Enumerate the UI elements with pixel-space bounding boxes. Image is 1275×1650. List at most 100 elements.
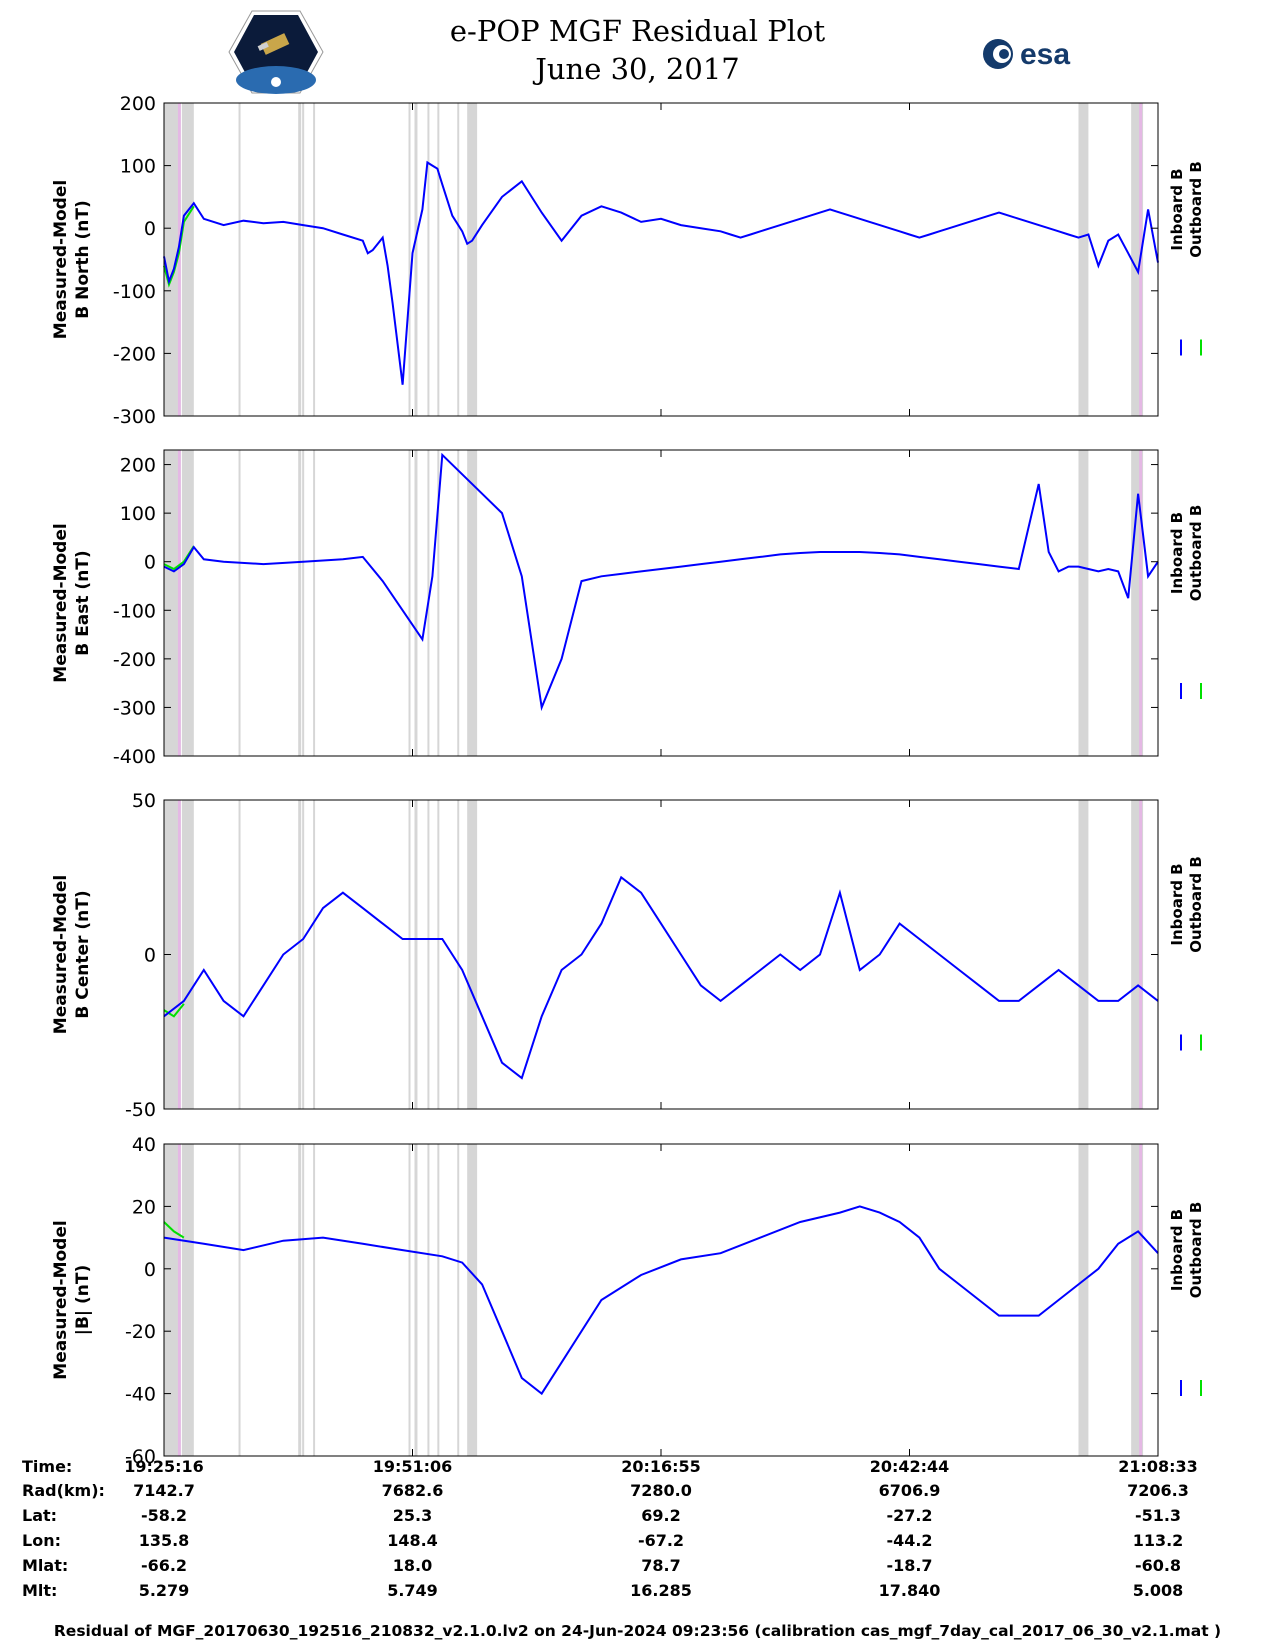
y-tick-label: 0 xyxy=(144,945,156,967)
y-tick-label: -300 xyxy=(113,697,156,719)
shade-band xyxy=(467,1144,478,1456)
table-cell: -58.2 xyxy=(141,1506,187,1525)
shade-band-pink xyxy=(177,450,181,756)
shade-band xyxy=(427,103,430,416)
shade-band-pink xyxy=(1139,450,1143,756)
y-tick-label: 100 xyxy=(120,156,156,178)
y-axis-label: Measured-Model |B| (nT) xyxy=(51,1220,93,1379)
legend-entry-outboard: Outboard B xyxy=(1187,505,1205,602)
shade-band xyxy=(457,103,460,416)
legend-entry-outboard: Outboard B xyxy=(1187,856,1205,953)
shade-band xyxy=(1078,800,1089,1109)
shade-band xyxy=(457,800,460,1109)
shade-band xyxy=(164,450,179,756)
shade-band xyxy=(238,450,241,756)
table-row-label: Time: xyxy=(22,1457,72,1476)
legend-entry-inboard: Inboard B xyxy=(1168,168,1186,250)
y-axis-label-line1: Measured-Model xyxy=(51,523,71,682)
y-tick-label: -50 xyxy=(125,1099,156,1121)
shade-band xyxy=(298,103,302,416)
footer-caption: Residual of MGF_20170630_192516_210832_v… xyxy=(53,1622,1222,1640)
table-cell: 135.8 xyxy=(139,1531,190,1550)
shade-band-pink xyxy=(177,800,181,1109)
shade-band-pink xyxy=(177,103,181,416)
legend-entry-inboard: Inboard B xyxy=(1168,863,1186,945)
shade-band xyxy=(437,800,440,1109)
y-tick-label: -200 xyxy=(113,343,156,365)
table-cell: 19:25:16 xyxy=(124,1457,204,1476)
series-line-inboard xyxy=(163,1205,1159,1396)
table-cell: 5.008 xyxy=(1133,1581,1184,1600)
table-cell: 148.4 xyxy=(387,1531,438,1550)
esa-logo-text: esa xyxy=(1020,38,1070,71)
cassiope-logo xyxy=(228,10,324,94)
legend-entry-inboard: Inboard B xyxy=(1168,1209,1186,1291)
y-tick-label: -100 xyxy=(113,600,156,622)
shade-band xyxy=(408,103,411,416)
y-axis-label-line2: |B| (nT) xyxy=(73,1265,93,1336)
legend-entry-inboard: Inboard B xyxy=(1168,512,1186,594)
shade-band xyxy=(467,103,478,416)
y-tick-label: 100 xyxy=(120,503,156,525)
y-axis-label: Measured-Model B Center (nT) xyxy=(51,875,93,1034)
shade-band xyxy=(181,1144,194,1456)
y-tick-label: -20 xyxy=(125,1321,156,1343)
shade-band xyxy=(313,800,316,1109)
table-cell: -18.7 xyxy=(886,1556,932,1575)
table-cell: 7206.3 xyxy=(1127,1481,1189,1500)
shade-band xyxy=(181,103,194,416)
table-cell: 16.285 xyxy=(630,1581,692,1600)
shade-band xyxy=(302,800,305,1109)
table-row-label: Rad(km): xyxy=(22,1481,105,1500)
shade-band xyxy=(467,450,478,756)
table-cell: 113.2 xyxy=(1133,1531,1184,1550)
shade-band-pink xyxy=(1139,800,1143,1109)
shade-band xyxy=(414,1144,418,1456)
shade-band xyxy=(1131,1144,1144,1456)
table-row-label: Lon: xyxy=(22,1531,61,1550)
ephemeris-table: Time: Rad(km): Lat: Lon: Mlat: Mlt: 19:25:16 71… xyxy=(22,1457,1198,1600)
legend: Inboard BOutboard B xyxy=(1168,856,1205,953)
table-cell: 7682.6 xyxy=(382,1481,444,1500)
shade-band xyxy=(164,103,179,416)
shade-band xyxy=(408,800,411,1109)
table-cell: -27.2 xyxy=(886,1506,932,1525)
shade-band xyxy=(238,1144,241,1456)
series-line-outboard xyxy=(163,1003,185,1018)
legend: Inboard BOutboard B xyxy=(1168,161,1205,258)
y-tick-label: -60 xyxy=(125,1446,156,1468)
shade-band xyxy=(437,450,440,756)
table-cell: -51.3 xyxy=(1135,1506,1181,1525)
table-cell: -60.8 xyxy=(1135,1556,1181,1575)
shade-band xyxy=(437,103,440,416)
y-axis-label-line1: Measured-Model xyxy=(51,875,71,1034)
table-cell: 69.2 xyxy=(641,1506,680,1525)
shade-band xyxy=(457,1144,460,1456)
shade-band-pink xyxy=(177,1144,181,1456)
panel-3: 50 0 -50 Measured-Model B Center (nT) Inboard… xyxy=(51,790,1205,1121)
legend: Inboard BOutboard B xyxy=(1168,505,1205,602)
shade-band xyxy=(427,1144,430,1456)
table-cell: 25.3 xyxy=(393,1506,432,1525)
table-cell: 7280.0 xyxy=(630,1481,692,1500)
table-cell: -66.2 xyxy=(141,1556,187,1575)
shade-band xyxy=(298,800,302,1109)
shade-band xyxy=(408,450,411,756)
table-cell: -67.2 xyxy=(638,1531,684,1550)
panel-4: 40 20 0 -20 -40 -60 Measured-Model |B| (nT) Inbo… xyxy=(51,1134,1205,1468)
y-tick-label: 0 xyxy=(144,552,156,574)
y-axis-label-line1: Measured-Model xyxy=(51,1220,71,1379)
table-row-label: Mlt: xyxy=(22,1581,57,1600)
shade-band xyxy=(313,450,316,756)
table-cell: 20:42:44 xyxy=(870,1457,950,1476)
y-tick-label: 200 xyxy=(120,93,156,115)
y-tick-label: 20 xyxy=(132,1196,156,1218)
shade-band xyxy=(181,800,194,1109)
table-cell: 19:51:06 xyxy=(373,1457,453,1476)
series-line-inboard xyxy=(163,875,1159,1080)
shade-band xyxy=(313,1144,316,1456)
y-axis-label-line2: B Center (nT) xyxy=(73,890,93,1018)
legend: Inboard BOutboard B xyxy=(1168,1202,1205,1299)
y-tick-label: 0 xyxy=(144,1259,156,1281)
y-axis-label: Measured-Model B East (nT) xyxy=(51,523,93,682)
